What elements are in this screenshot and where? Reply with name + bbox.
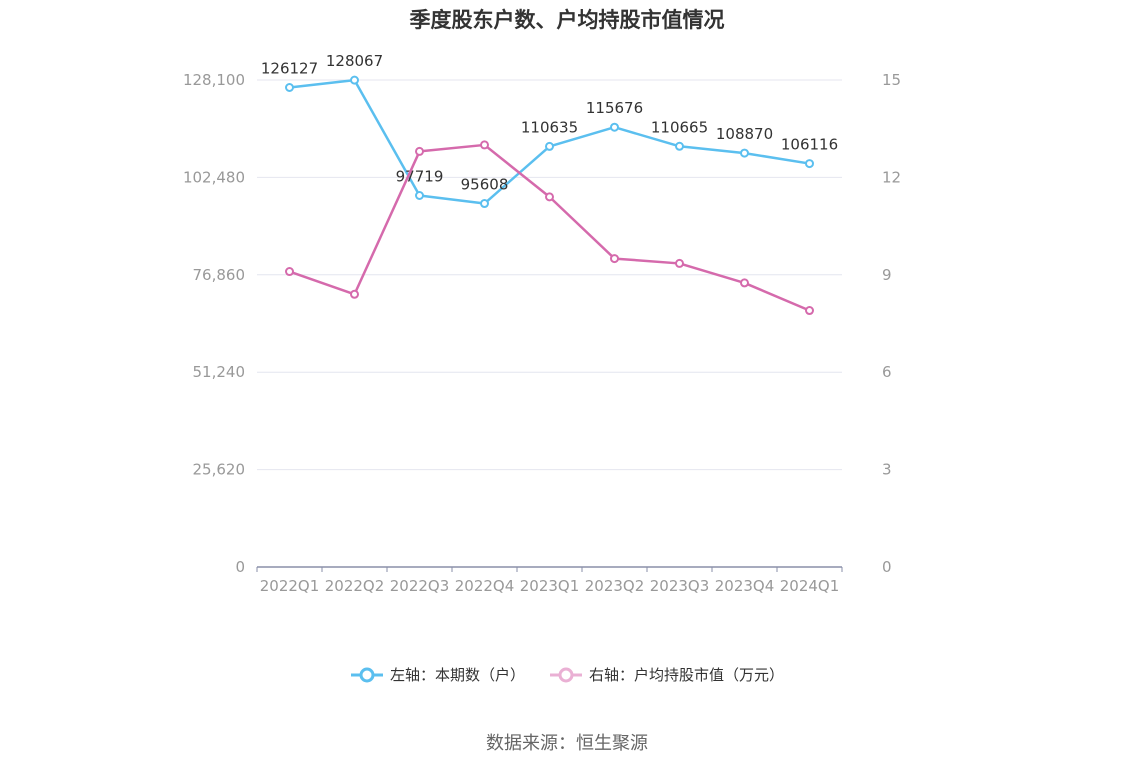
right-axis-tick-label: 3 (882, 461, 892, 479)
legend-item-left-series[interactable]: 左轴：本期数（户） (350, 664, 525, 685)
legend-item-right-series[interactable]: 右轴：户均持股市值（万元） (549, 664, 784, 685)
left-axis-tick-label: 102,480 (183, 168, 245, 186)
left-series-point (805, 159, 814, 169)
line-chart: 0 0 25,620 3 51,240 6 76,860 9 102,480 12 128,100 1… (183, 52, 901, 595)
left-series-point (480, 199, 489, 209)
x-axis-tick-label: 2023Q2 (585, 577, 645, 595)
legend-right-series-label: 右轴：户均持股市值（万元） (589, 666, 785, 684)
right-series-point (610, 254, 619, 264)
right-axis-tick-label: 12 (882, 168, 901, 186)
data-label: 95608 (461, 176, 509, 194)
x-axis-tick-label: 2023Q1 (520, 577, 580, 595)
data-label: 128067 (326, 52, 383, 70)
right-series-point (415, 146, 424, 156)
right-series-point (285, 267, 294, 277)
data-label: 110635 (521, 118, 578, 136)
left-series-point (285, 83, 294, 93)
left-axis-tick-label: 128,100 (183, 71, 245, 89)
right-axis-tick-label: 15 (882, 71, 901, 89)
right-axis-tick-label: 9 (882, 266, 892, 284)
right-series-point (805, 306, 814, 316)
chart-legend: 左轴：本期数（户） 右轴：户均持股市值（万元） (0, 664, 1134, 685)
data-label: 106116 (781, 136, 838, 154)
left-series-point (415, 190, 424, 200)
left-series-point (740, 148, 749, 158)
x-axis-tick-label: 2023Q4 (715, 577, 775, 595)
chart-title: 季度股东户数、户均持股市值情况 (409, 8, 725, 32)
data-label: 126127 (261, 60, 318, 78)
right-series-point (480, 140, 489, 150)
legend-right-series-icon (550, 667, 582, 682)
x-axis-tick-label: 2022Q1 (260, 577, 320, 595)
right-axis-tick-label: 0 (882, 558, 892, 576)
x-axis-tick-label: 2024Q1 (780, 577, 840, 595)
left-series-point (610, 122, 619, 132)
data-label: 97719 (396, 167, 444, 185)
data-label: 108870 (716, 125, 773, 143)
right-series-point (675, 258, 684, 268)
left-axis-tick-label: 76,860 (193, 266, 246, 284)
left-axis-tick-label: 25,620 (193, 461, 246, 479)
x-axis-tick-label: 2022Q3 (390, 577, 450, 595)
right-series-point (350, 289, 359, 299)
x-axis-tick-label: 2022Q4 (455, 577, 515, 595)
left-axis-tick-label: 51,240 (193, 363, 246, 381)
left-axis-tick-label: 0 (235, 558, 245, 576)
data-label: 115676 (586, 99, 643, 117)
right-series-point (740, 278, 749, 288)
left-series-point (545, 141, 554, 151)
data-source: 数据来源：恒生聚源 (486, 733, 648, 754)
legend-left-series-icon (350, 667, 383, 682)
left-series-point (350, 75, 359, 85)
right-series-line (289, 143, 810, 312)
left-series-point (675, 141, 684, 151)
right-axis-tick-label: 6 (882, 363, 892, 381)
x-axis-tick-label: 2022Q2 (325, 577, 385, 595)
x-axis-tick-label: 2023Q3 (650, 577, 710, 595)
right-series-point (545, 192, 554, 202)
data-label: 110665 (651, 118, 708, 136)
legend-left-series-label: 左轴：本期数（户） (389, 666, 525, 684)
